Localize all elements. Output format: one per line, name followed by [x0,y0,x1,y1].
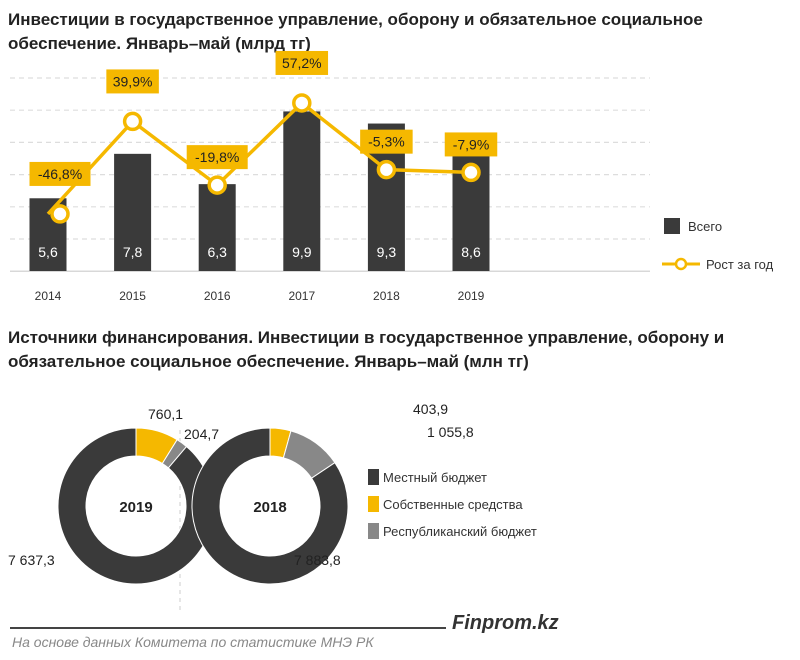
legend-label: Собственные средства [383,497,523,512]
x-tick-label: 2018 [373,289,400,303]
legend-label-total: Всего [688,219,722,234]
growth-label: 57,2% [282,55,322,71]
growth-label: -46,8% [38,166,82,182]
donut-center-label: 2019 [119,499,152,516]
bar-label: 9,9 [292,244,312,260]
x-tick-label: 2014 [35,289,62,303]
donut-value-label: 7 637,3 [8,552,55,568]
bar-label: 5,6 [38,244,58,260]
growth-point [376,159,397,180]
legend-swatch [368,469,379,485]
source-note: На основе данных Комитета по статистике … [12,634,374,650]
bar-2019 [452,137,490,271]
donut-2019-slice [57,427,215,585]
bar-label: 8,6 [461,244,481,260]
growth-label-box [106,69,159,94]
legend-swatch [368,523,379,539]
donut-2018-slice [191,427,349,585]
donut-center-label: 2018 [253,499,286,516]
growth-point [50,204,70,224]
legend-label: Республиканский бюджет [383,524,537,539]
growth-label-box [186,145,248,170]
growth-label-box [360,129,413,154]
donut-value-label: 7 883,8 [294,552,341,568]
growth-label: -19,8% [195,149,239,165]
legend-label: Местный бюджет [383,470,487,485]
growth-point [122,111,143,132]
growth-label-box [275,50,329,75]
bar-label: 7,8 [123,244,143,260]
donut-value-label: 403,9 [413,401,448,417]
growth-label: -7,9% [453,136,490,152]
bar-chart-title: Инвестиции в государственное управление,… [8,10,703,53]
bar-2016 [198,184,236,271]
growth-point [292,93,312,113]
donut-value-label: 204,7 [184,426,219,442]
growth-line [46,100,472,216]
growth-label: 39,9% [113,73,153,89]
donut-value-label: 1 055,8 [427,424,474,440]
legend-marker-growth [674,257,688,271]
brand-logo: Finprom.kz [452,612,559,634]
legend-label-growth: Рост за год [706,257,774,272]
bar-2015 [114,153,152,271]
growth-point [207,175,227,195]
bar-label: 6,3 [207,244,227,260]
x-tick-label: 2016 [204,289,231,303]
legend-swatch [368,496,379,512]
growth-label: -5,3% [368,134,405,150]
x-tick-label: 2015 [119,289,146,303]
growth-point [461,162,481,183]
legend-swatch-total [664,218,680,234]
growth-label-box [444,132,498,157]
bar-2017 [283,111,321,271]
donut-chart-title: Источники финансирования. Инвестиции в г… [8,328,725,371]
donut-value-label: 760,1 [148,406,183,422]
x-tick-label: 2017 [288,289,315,303]
bar-label: 9,3 [377,244,397,260]
growth-label-box [29,161,91,186]
x-tick-label: 2019 [458,289,485,303]
